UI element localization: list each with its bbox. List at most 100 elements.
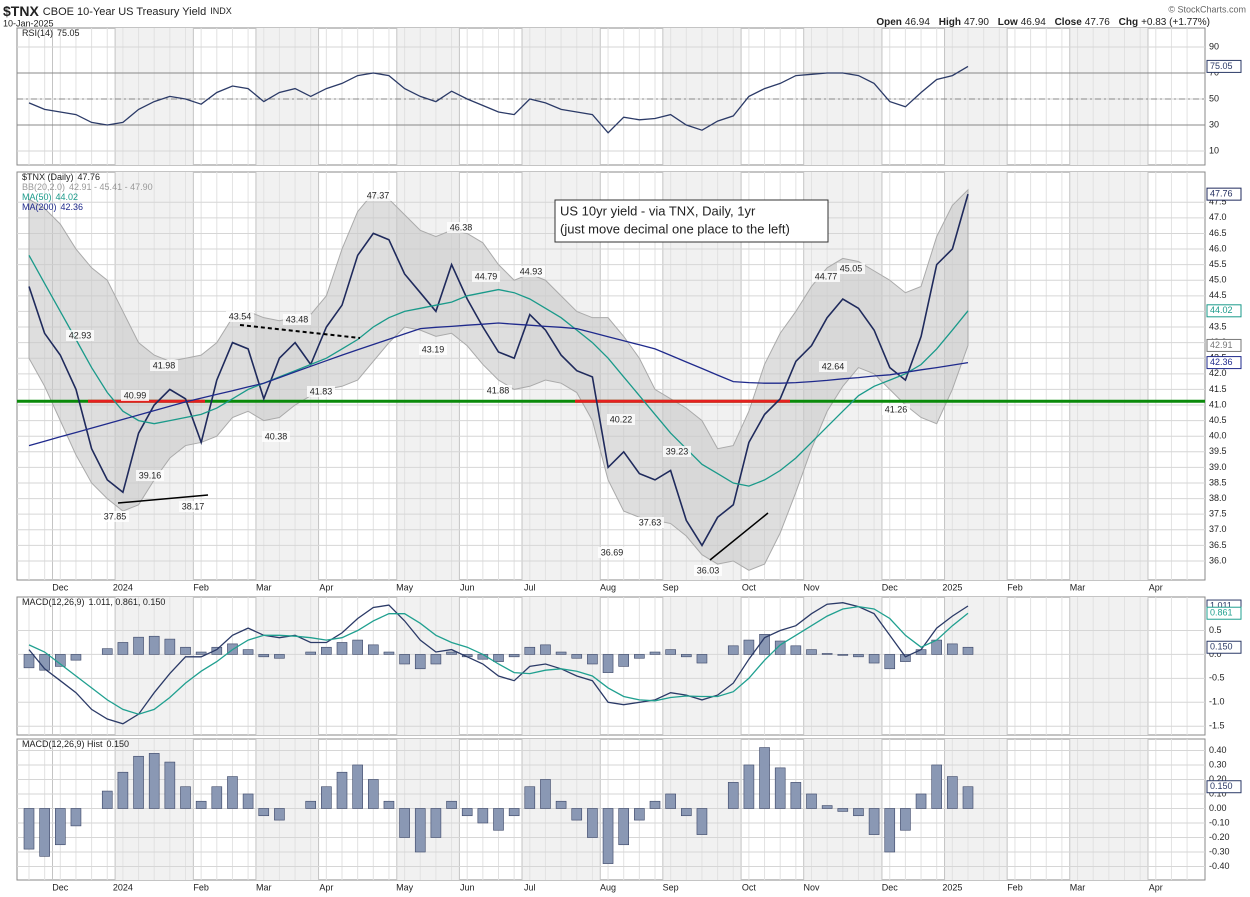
macd-hist-bar	[180, 646, 191, 655]
x-tick-label: Sep	[663, 882, 679, 892]
macd-hist-bar	[321, 646, 332, 655]
hist-bar	[602, 808, 614, 864]
price-legend: $TNX (Daily) 47.76	[22, 172, 100, 182]
value-tag	[1206, 780, 1242, 794]
point-label: 38.17	[182, 501, 205, 511]
y-tick-label: 37.0	[1209, 524, 1227, 534]
symbol-text: $TNX	[3, 3, 39, 19]
quote: Open 46.94 High 47.90 Low 46.94 Close 47.76 …	[876, 17, 1210, 28]
macd-hist-bar	[430, 654, 442, 665]
point-label: 44.93	[520, 266, 543, 276]
hist-bar	[555, 800, 567, 809]
legend-name: $TNX (Daily)	[22, 172, 74, 182]
hist-bar	[258, 808, 270, 817]
quote-label: High	[939, 17, 961, 28]
hist-bar	[430, 808, 442, 838]
y-tick-label: 45.5	[1209, 259, 1227, 269]
point-label-bg	[364, 190, 392, 201]
point-label: 47.37	[367, 190, 390, 200]
rsi-legend: RSI(14) 75.05	[22, 28, 80, 38]
macd-hist-bar	[774, 640, 786, 655]
y-tick-label: 36.5	[1209, 540, 1227, 550]
macd-hist-bar	[211, 646, 223, 655]
hist-bar	[821, 805, 833, 809]
point-label-bg	[283, 314, 311, 325]
bb-legend: BB(20,2.0) 42.91 - 45.41 - 47.90	[22, 182, 153, 192]
hist-bar	[352, 764, 363, 809]
legend-name: MACD(12,26,9)	[22, 597, 85, 607]
hist-bar	[446, 800, 457, 809]
value-tag-label: 44.02	[1210, 305, 1233, 315]
macd-hist-bar	[305, 651, 317, 655]
legend-value: 42.36	[61, 202, 84, 212]
legend-name: BB(20,2.0)	[22, 182, 65, 192]
point-label: 40.22	[610, 414, 633, 424]
hist-bar	[900, 808, 911, 831]
quote-label: Chg	[1119, 17, 1138, 28]
macd-hist-bar	[508, 654, 520, 658]
x-tick-label: Oct	[742, 882, 757, 892]
hist-bar	[618, 808, 630, 846]
hist-bar	[587, 808, 598, 838]
legend-value: 47.76	[78, 172, 101, 182]
y-tick-label: 39.5	[1209, 446, 1227, 456]
macd-hist-bar	[696, 654, 708, 664]
value-tag-label: 42.91	[1210, 340, 1233, 350]
point-label-bg	[607, 414, 635, 425]
x-tick-label: Mar	[256, 582, 272, 592]
point-label-bg	[307, 386, 335, 397]
legend-value: 75.05	[57, 28, 80, 38]
macd-hist-bar	[587, 654, 598, 665]
point-label: 44.77	[815, 271, 838, 281]
point-label-bg	[150, 360, 178, 371]
annotation-box	[554, 199, 829, 243]
macd-hist-bar	[242, 649, 254, 655]
quote-label: Close	[1055, 17, 1083, 28]
hist-bar	[321, 786, 332, 809]
macd-hist-bar	[133, 636, 144, 655]
hist-bar	[649, 800, 661, 809]
point-label: 41.88	[487, 385, 510, 395]
hist-bar	[493, 808, 504, 831]
point-label-bg	[882, 404, 910, 415]
macd-hist-bar	[352, 639, 363, 655]
hist-bar	[227, 776, 238, 809]
macd-hist-bar	[414, 654, 426, 670]
x-tick-label: Aug	[600, 882, 616, 892]
macd-hist-bar	[743, 639, 755, 655]
hist-bar	[305, 800, 317, 809]
value-tag-label: 0.150	[1210, 642, 1233, 652]
x-tick-label: May	[396, 882, 414, 892]
series-line	[28, 193, 969, 547]
macd-hist-bar	[367, 644, 379, 655]
x-tick-label: Mar	[1070, 582, 1086, 592]
point-label: 37.63	[639, 517, 662, 527]
x-tick-label: 2025	[942, 582, 962, 592]
hist-bar	[242, 793, 254, 809]
macd-hist-bar	[493, 654, 504, 662]
macd-hist-bar	[258, 654, 270, 658]
point-label-bg	[66, 330, 94, 341]
x-tick-label: Nov	[803, 582, 820, 592]
hist-bar	[853, 808, 864, 817]
point-label-bg	[179, 501, 207, 512]
y-tick-label: 10	[1209, 145, 1219, 155]
point-label: 39.23	[666, 446, 689, 456]
y-tick-label: 46.5	[1209, 228, 1227, 238]
value-tag	[1206, 187, 1242, 201]
point-label: 42.64	[822, 361, 845, 371]
x-tick-label: Aug	[600, 582, 616, 592]
point-label: 36.03	[697, 565, 720, 575]
month-shade	[255, 28, 319, 165]
point-label: 40.99	[124, 390, 147, 400]
value-tag-label: 42.36	[1210, 357, 1233, 367]
point-label-bg	[837, 263, 865, 274]
quote-value: +0.83 (+1.77%)	[1141, 17, 1210, 28]
x-tick-label: Apr	[1149, 582, 1163, 592]
quote-value: 46.94	[1021, 17, 1046, 28]
hist-bar	[540, 779, 551, 809]
point-label-bg	[819, 361, 847, 372]
value-tag	[1206, 59, 1242, 73]
value-tag	[1206, 304, 1242, 318]
value-tag	[1206, 338, 1242, 352]
